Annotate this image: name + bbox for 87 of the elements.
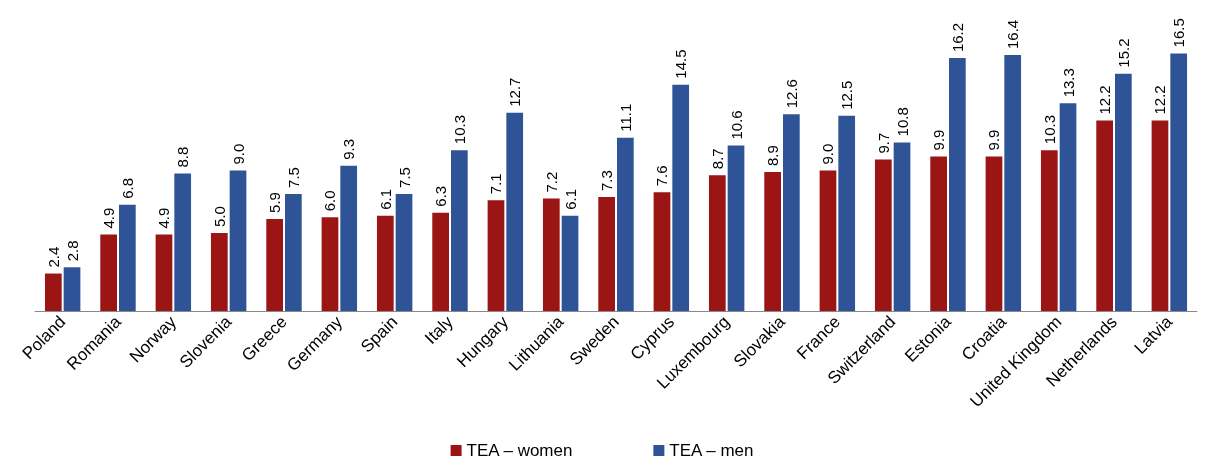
bar — [100, 234, 117, 311]
data-label: 16.2 — [948, 22, 966, 53]
bar — [1040, 150, 1058, 311]
bar — [708, 175, 726, 311]
data-label: 13.3 — [1059, 68, 1077, 98]
x-tick-label: Italy — [421, 311, 458, 348]
bar — [1170, 53, 1188, 311]
bar — [727, 145, 745, 311]
bar — [1004, 54, 1022, 311]
bar — [210, 232, 228, 311]
bar — [617, 137, 634, 311]
data-label: 6.0 — [321, 190, 339, 212]
bar — [598, 197, 615, 311]
bar — [561, 215, 579, 311]
bar — [874, 159, 892, 311]
bar — [487, 200, 505, 311]
data-label: 7.2 — [542, 171, 560, 193]
bar — [893, 142, 911, 311]
bar — [340, 165, 358, 311]
data-label: 6.3 — [432, 185, 450, 207]
data-label: 7.3 — [598, 170, 616, 192]
data-label: 10.3 — [450, 115, 468, 145]
bar — [838, 115, 856, 311]
data-label: 7.6 — [653, 165, 671, 187]
bar — [672, 84, 690, 311]
data-label: 8.8 — [174, 146, 192, 168]
legend-label: TEA – women — [466, 441, 573, 460]
data-label: 12.2 — [1151, 85, 1169, 115]
bar — [395, 193, 413, 311]
data-label: 7.5 — [284, 167, 302, 188]
bar — [783, 114, 800, 311]
data-label: 7.5 — [395, 167, 413, 188]
data-label: 5.9 — [266, 192, 284, 213]
data-label: 6.8 — [118, 177, 136, 199]
bar — [653, 192, 671, 311]
data-label: 2.4 — [44, 246, 62, 268]
data-label: 8.7 — [708, 148, 726, 170]
data-label: 9.0 — [229, 143, 247, 165]
bar — [819, 170, 837, 311]
data-label: 9.7 — [874, 132, 892, 154]
data-label: 9.0 — [819, 143, 837, 165]
data-label: 12.5 — [838, 80, 856, 110]
data-label: 12.7 — [506, 77, 524, 107]
data-label: 10.6 — [727, 110, 745, 140]
data-label: 5.0 — [210, 206, 228, 227]
data-label: 10.8 — [893, 107, 911, 137]
bar — [285, 193, 302, 311]
bar — [229, 170, 247, 311]
data-label: 2.8 — [63, 240, 81, 262]
bar — [119, 204, 136, 311]
legend-label: TEA – men — [669, 441, 754, 460]
bar — [1151, 120, 1169, 311]
bar — [1059, 103, 1077, 311]
bar — [764, 172, 781, 311]
data-label: 9.9 — [985, 129, 1003, 151]
data-label: 8.9 — [764, 145, 782, 167]
bar — [506, 112, 524, 311]
data-label: 15.2 — [1114, 38, 1132, 68]
data-label: 6.1 — [561, 188, 579, 210]
data-label: 4.9 — [100, 207, 118, 229]
bar — [949, 58, 966, 311]
data-label: 6.1 — [376, 188, 394, 210]
data-label: 16.5 — [1170, 18, 1188, 48]
data-label: 12.2 — [1096, 85, 1114, 115]
bar — [985, 156, 1003, 311]
bar — [174, 173, 192, 311]
data-label: 9.9 — [930, 129, 948, 151]
bar — [451, 150, 468, 311]
bar — [930, 156, 947, 311]
bar — [321, 217, 339, 311]
bar — [1115, 73, 1132, 311]
data-label: 4.9 — [155, 207, 173, 229]
data-label: 7.1 — [487, 173, 505, 195]
bar — [376, 215, 394, 311]
bar — [1096, 120, 1113, 311]
data-label: 9.3 — [340, 138, 358, 160]
data-label: 14.5 — [672, 49, 690, 79]
bar — [63, 267, 81, 311]
bar — [44, 273, 62, 311]
data-label: 16.4 — [1004, 19, 1022, 49]
data-label: 12.6 — [782, 79, 800, 109]
data-label: 11.1 — [616, 103, 634, 132]
bar — [542, 198, 560, 311]
bar — [155, 234, 173, 311]
bar — [266, 218, 283, 311]
data-label: 10.3 — [1040, 115, 1058, 145]
bar — [432, 212, 449, 311]
